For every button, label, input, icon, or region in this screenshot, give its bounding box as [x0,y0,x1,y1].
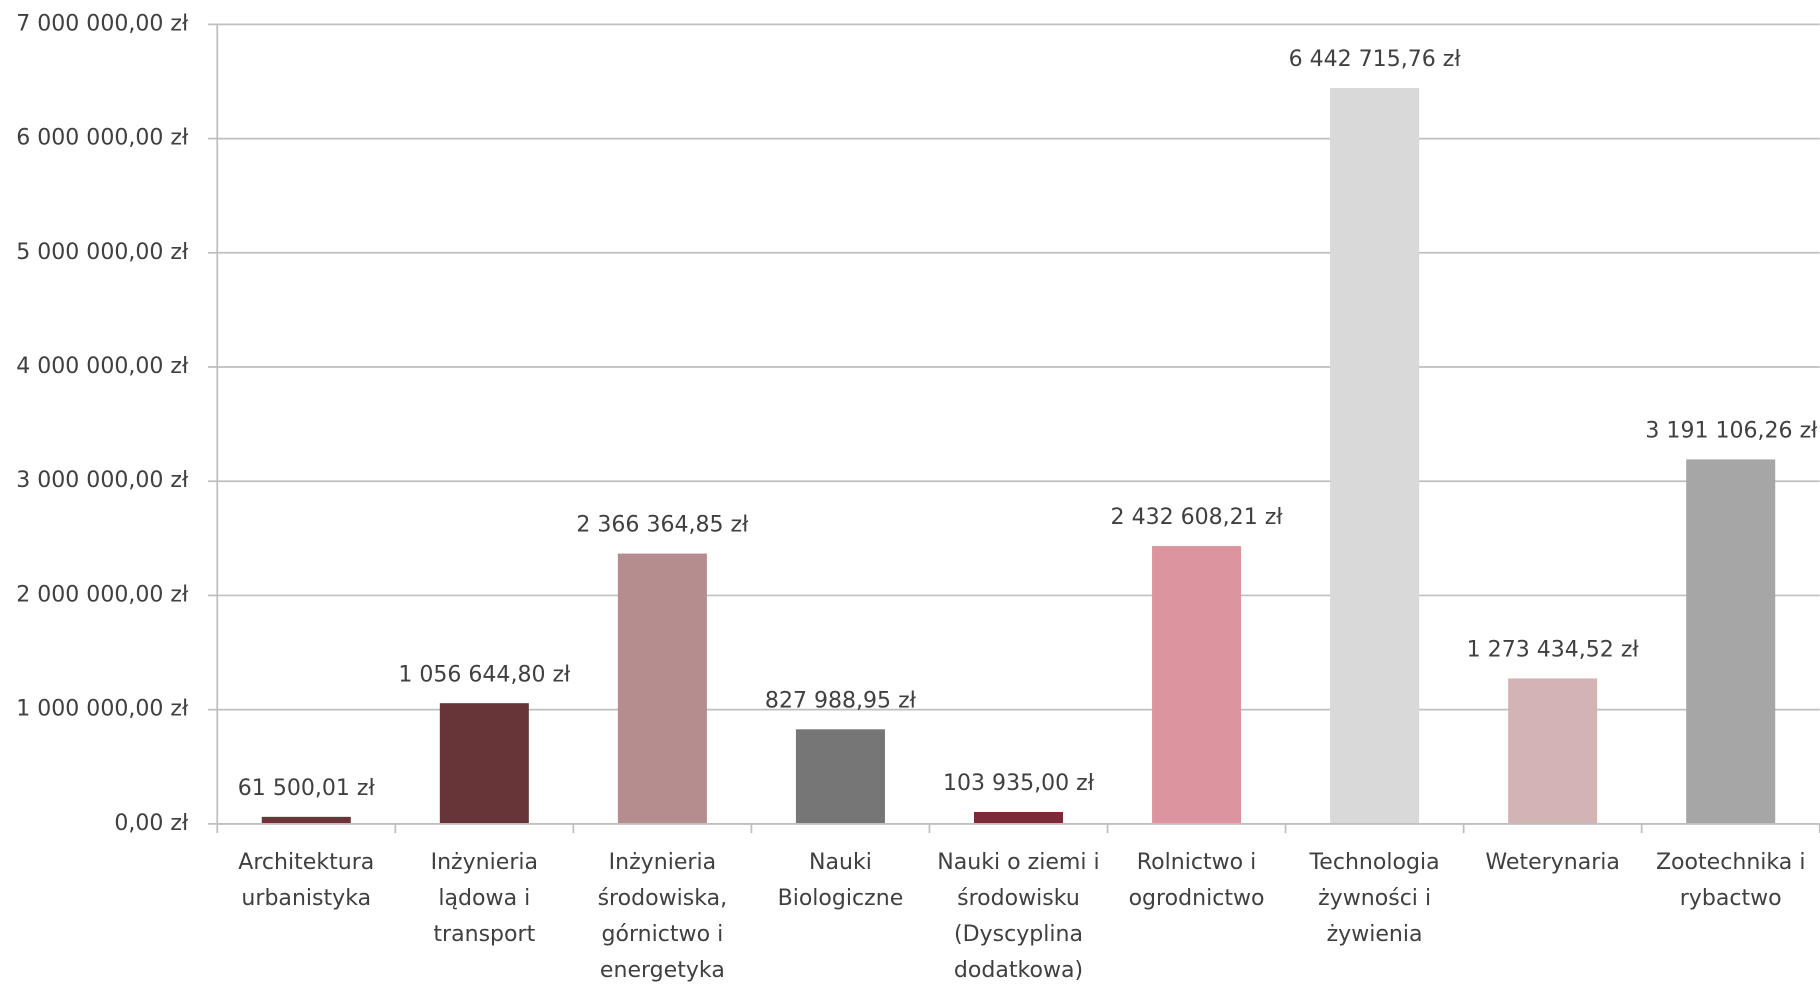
y-tick-label: 1 000 000,00 zł [16,697,189,722]
y-tick-label: 5 000 000,00 zł [16,240,189,265]
x-tick-label: Architektura urbanistyka [238,849,375,911]
y-tick-label: 0,00 zł [114,811,189,836]
y-tick-label: 3 000 000,00 zł [16,468,189,493]
x-label-box: Architektura urbanistyka [238,849,375,911]
value-label: 2 432 608,21 zł [1111,505,1284,530]
value-label: 1 056 644,80 zł [398,662,571,687]
x-tick-label: Nauki o ziemi i środowisku (Dyscyplina d… [937,849,1100,983]
value-label: 103 935,00 zł [943,771,1095,796]
bar [617,553,707,824]
bar [1152,546,1242,824]
bar [795,729,885,824]
bar [1508,678,1598,824]
x-label-box: Nauki o ziemi i środowisku (Dyscyplina d… [937,849,1100,983]
x-label-box: Zootechnika i rybactwo [1655,849,1806,911]
x-tick-label: Inżynieria środowiska, górnictwo i energ… [597,849,728,983]
x-label-box: Technologia żywności i żywienia [1309,849,1440,947]
x-tick-label: Nauki Biologiczne [777,849,904,911]
bar [973,811,1064,824]
value-label: 1 273 434,52 zł [1467,638,1640,663]
value-label: 2 366 364,85 zł [576,513,749,538]
x-tick-label: Rolnictwo i ogrodnictwo [1128,849,1265,911]
value-label: 6 442 715,76 zł [1289,47,1462,72]
x-label-box: Weterynaria [1485,849,1620,875]
bar [1330,88,1420,824]
bar [1686,459,1776,824]
value-label: 61 500,01 zł [238,776,376,801]
value-label: 3 191 106,26 zł [1645,419,1818,444]
value-label: 827 988,95 zł [765,688,917,713]
x-tick-label: Weterynaria [1485,849,1620,875]
x-tick-label: Technologia żywności i żywienia [1309,849,1440,947]
y-tick-label: 7 000 000,00 zł [16,11,189,36]
x-label-box: Inżynieria środowiska, górnictwo i energ… [597,849,728,983]
y-tick-label: 2 000 000,00 zł [16,582,189,607]
x-label-box: Inżynieria lądowa i transport [430,849,539,947]
y-tick-label: 6 000 000,00 zł [16,126,189,151]
x-tick-label: Inżynieria lądowa i transport [430,849,539,947]
x-label-box: Rolnictwo i ogrodnictwo [1128,849,1265,911]
bar [261,816,351,824]
x-tick-label: Zootechnika i rybactwo [1655,849,1806,911]
x-label-box: Nauki Biologiczne [777,849,904,911]
bar [439,703,529,824]
y-tick-label: 4 000 000,00 zł [16,354,189,379]
